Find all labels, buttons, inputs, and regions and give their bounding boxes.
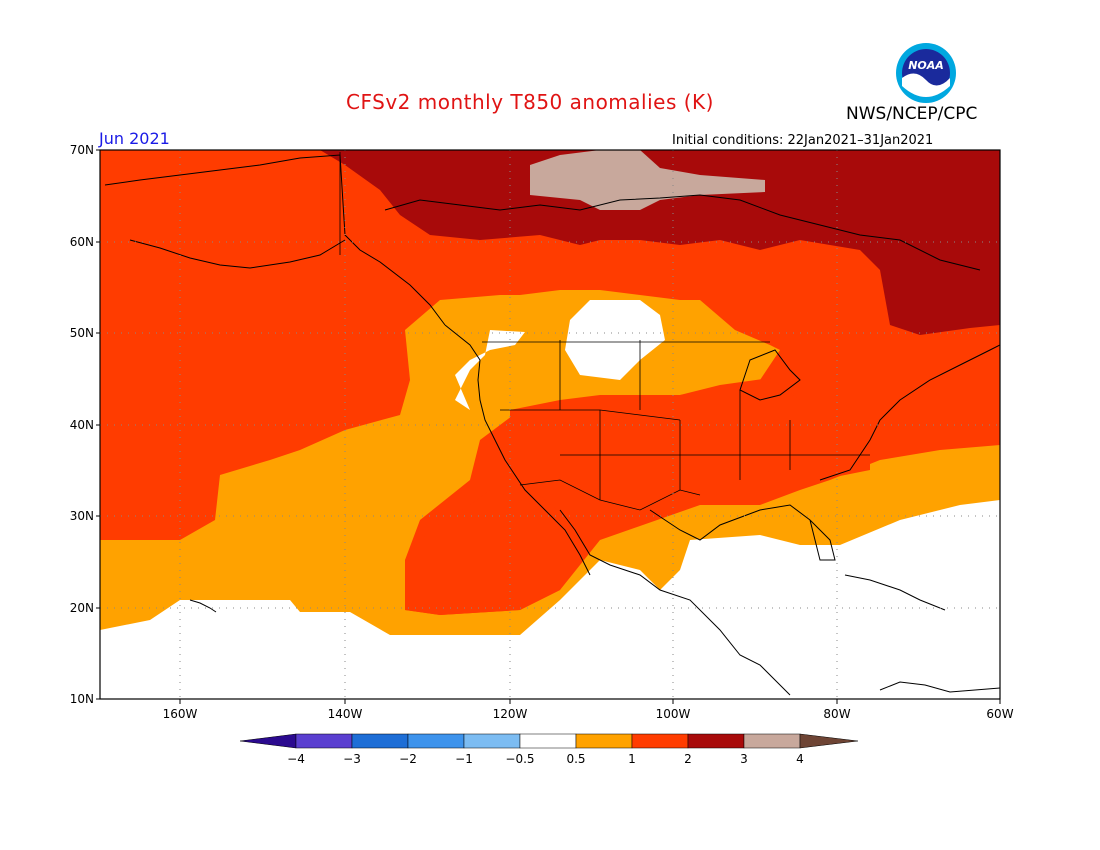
anomaly-region-white-south [100, 500, 1000, 699]
coastlines [104, 154, 1000, 696]
lat-label-30n: 30N [70, 509, 94, 523]
lat-label-40n: 40N [70, 418, 94, 432]
longitude-axis: 160W 140W 120W 100W 80W 60W [163, 699, 1014, 721]
colorbar-label: 0.5 [566, 752, 585, 766]
lon-label-120w: 120W [493, 707, 528, 721]
lon-label-160w: 160W [163, 707, 198, 721]
lat-label-10n: 10N [70, 692, 94, 706]
anomaly-region-tan [530, 150, 765, 210]
colorbar-swatch [575, 733, 633, 749]
lon-label-100w: 100W [656, 707, 691, 721]
agency-label: NWS/NCEP/CPC [846, 104, 978, 124]
colorbar-high-arrow [799, 733, 859, 749]
colorbar: −4 −3 −2 −1 −0.5 0.5 1 2 3 4 [239, 733, 859, 766]
colorbar-label: −2 [399, 752, 417, 766]
colorbar-swatch [351, 733, 409, 749]
logo: NOAA [896, 43, 956, 103]
colorbar-swatch [519, 733, 577, 749]
lon-label-80w: 80W [823, 707, 850, 721]
initial-conditions: Initial conditions: 22Jan2021–31Jan2021 [672, 133, 934, 148]
colorbar-label: 2 [684, 752, 692, 766]
lat-label-50n: 50N [70, 326, 94, 340]
colorbar-swatch [407, 733, 465, 749]
month-label: Jun 2021 [99, 129, 170, 148]
colorbar-swatch [687, 733, 745, 749]
map-title: CFSv2 monthly T850 anomalies (K) [346, 90, 714, 114]
colorbar-low-arrow [239, 733, 297, 749]
colorbar-swatch [295, 733, 353, 749]
political-borders [339, 152, 870, 511]
logo-text: NOAA [908, 59, 944, 72]
colorbar-label: −1 [455, 752, 473, 766]
lat-label-60n: 60N [70, 235, 94, 249]
colorbar-label: −3 [343, 752, 361, 766]
colorbar-label: 1 [628, 752, 636, 766]
lat-label-70n: 70N [70, 143, 94, 157]
anomaly-region-red-pacific [405, 490, 580, 615]
colorbar-label: 3 [740, 752, 748, 766]
lat-label-20n: 20N [70, 601, 94, 615]
colorbar-label: −0.5 [505, 752, 534, 766]
lon-label-60w: 60W [986, 707, 1013, 721]
graticule [100, 150, 1000, 699]
colorbar-swatch [631, 733, 689, 749]
anomaly-region-white-coast [455, 330, 525, 410]
colorbar-label: −4 [287, 752, 305, 766]
colorbar-swatch [463, 733, 521, 749]
lon-label-140w: 140W [328, 707, 363, 721]
colorbar-label: 4 [796, 752, 804, 766]
latitude-axis: 70N 60N 50N 40N 30N 20N 10N [70, 143, 100, 706]
colorbar-swatch [743, 733, 801, 749]
